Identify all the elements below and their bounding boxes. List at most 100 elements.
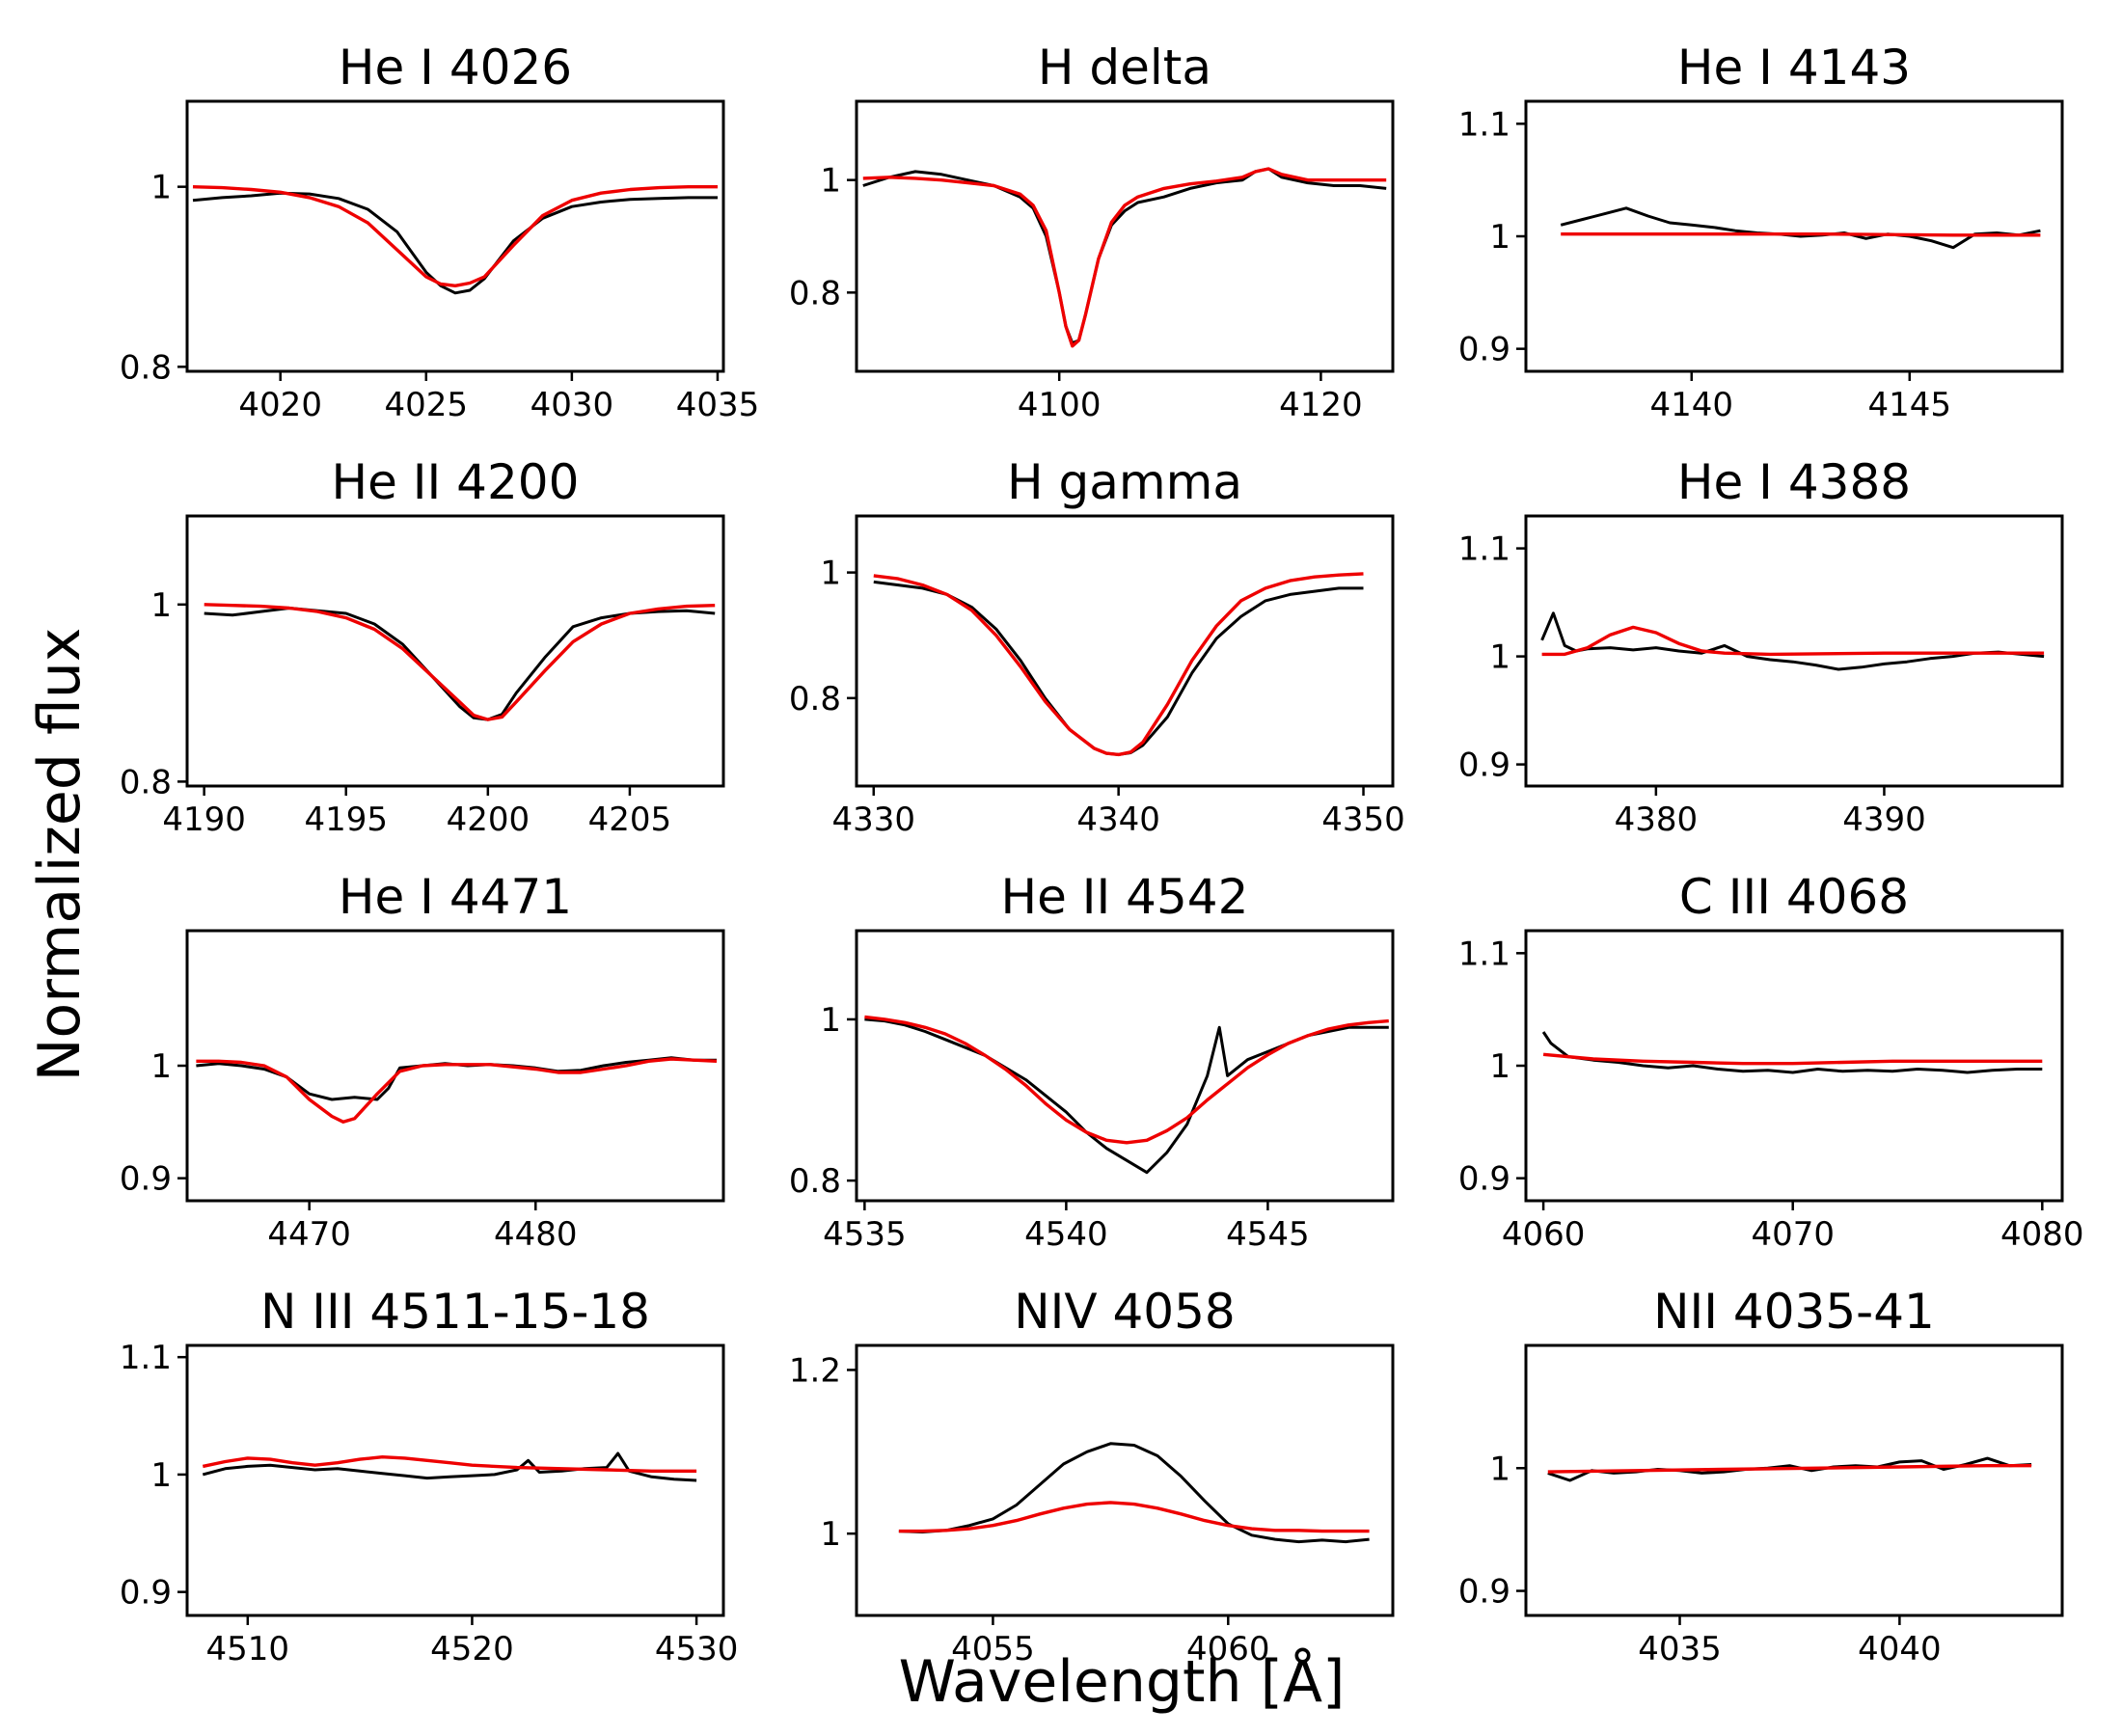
- panel-he-ii-4542: He II 4542 4535 4540 4545 0.8 1: [789, 869, 1395, 1254]
- y-tick-label: 0.8: [789, 680, 841, 719]
- model-spectrum-line: [873, 572, 1364, 757]
- x-tick-label: 4390: [1842, 800, 1926, 839]
- model-spectrum-line: [1561, 232, 2041, 237]
- panel-nii-4035-41: NII 4035-41 4035 4040 0.9 1: [1458, 1284, 2064, 1668]
- model-spectrum-line: [1541, 625, 2045, 657]
- y-axis-title: Normalized flux: [26, 628, 94, 1082]
- y-tick-label: 0.8: [120, 763, 172, 801]
- model-spectrum-line: [898, 1501, 1370, 1533]
- plot-frame: [1524, 1343, 2064, 1617]
- y-tick-label: 1.1: [1458, 105, 1510, 144]
- panel-title: He I 4388: [1677, 454, 1911, 510]
- y-tick-label: 0.8: [789, 1162, 841, 1201]
- y-tick-label: 1: [820, 1515, 841, 1554]
- x-tick-label: 4535: [823, 1215, 907, 1254]
- x-tick-label: 4380: [1615, 800, 1699, 839]
- x-tick-label: 4190: [162, 800, 246, 839]
- x-tick-label: 4060: [1186, 1630, 1270, 1668]
- panel-niv-4058: NIV 4058 4055 4060 1 1.2: [789, 1284, 1395, 1668]
- plot-frame: [185, 99, 725, 373]
- x-tick-label: 4350: [1321, 800, 1405, 839]
- y-tick-label: 1.1: [1458, 935, 1510, 973]
- x-tick-label: 4200: [447, 800, 530, 839]
- x-tick-label: 4520: [430, 1630, 514, 1668]
- model-spectrum-line: [204, 603, 716, 721]
- panel-title: H delta: [1038, 40, 1211, 95]
- observed-spectrum-line: [864, 1017, 1389, 1175]
- panel-title: He I 4143: [1677, 40, 1911, 95]
- y-tick-label: 1: [1489, 638, 1510, 677]
- y-tick-label: 1.1: [1458, 530, 1510, 569]
- y-tick-label: 0.8: [789, 274, 841, 312]
- plot-frame: [855, 1343, 1395, 1617]
- observed-spectrum-line: [192, 191, 718, 295]
- panel-title: H gamma: [1007, 454, 1242, 510]
- y-tick-label: 0.9: [1458, 746, 1510, 785]
- model-spectrum-line: [202, 1455, 697, 1473]
- panel-title: He I 4026: [339, 40, 572, 95]
- x-tick-label: 4510: [206, 1630, 290, 1668]
- panel-h-gamma: H gamma 4330 4340 4350 0.8 1: [789, 454, 1405, 839]
- model-spectrum-line: [196, 1057, 718, 1124]
- model-spectrum-line: [864, 1015, 1389, 1145]
- y-tick-label: 0.9: [120, 1160, 172, 1199]
- y-tick-label: 0.9: [120, 1574, 172, 1613]
- y-tick-label: 1: [150, 1456, 172, 1495]
- x-axis-title: Wavelength [Å]: [899, 1647, 1346, 1716]
- y-tick-label: 1: [820, 1001, 841, 1040]
- x-tick-label: 4030: [530, 386, 614, 424]
- x-tick-label: 4120: [1279, 386, 1363, 424]
- panel-he-i-4388: He I 4388 4380 4390 0.9 1 1.1: [1458, 454, 2064, 839]
- model-spectrum-line: [1547, 1464, 2032, 1474]
- panel-title: He II 4542: [1001, 869, 1249, 925]
- y-tick-label: 1: [1489, 1047, 1510, 1086]
- x-tick-label: 4545: [1226, 1215, 1310, 1254]
- x-tick-label: 4080: [2000, 1215, 2084, 1254]
- y-tick-label: 0.9: [1458, 1160, 1510, 1199]
- model-spectrum-line: [862, 167, 1387, 348]
- y-tick-label: 1: [1489, 1450, 1510, 1488]
- x-tick-label: 4145: [1868, 386, 1952, 424]
- x-tick-label: 4540: [1024, 1215, 1108, 1254]
- panel-h-delta: H delta 4100 4120 0.8 1: [789, 40, 1395, 424]
- y-tick-label: 1: [820, 162, 841, 201]
- x-tick-label: 4070: [1751, 1215, 1835, 1254]
- y-tick-label: 0.9: [1458, 331, 1510, 369]
- panel-title: NIV 4058: [1014, 1284, 1236, 1340]
- x-tick-label: 4055: [951, 1630, 1035, 1668]
- x-tick-label: 4020: [238, 386, 322, 424]
- model-spectrum-line: [192, 185, 718, 287]
- y-tick-label: 1: [150, 1047, 172, 1086]
- panel-grid: He I 4026 4020 4025 4030 4035 0.8 1 H delta 4100…: [120, 40, 2084, 1668]
- x-tick-label: 4140: [1650, 386, 1734, 424]
- x-tick-label: 4330: [832, 800, 916, 839]
- panel-title: He I 4471: [339, 869, 572, 925]
- panel-title: He II 4200: [332, 454, 580, 510]
- plot-frame: [185, 1343, 725, 1617]
- panel-n-iii-4511-15-18: N III 4511-15-18 4510 4520 4530 0.9 1 1.1: [120, 1284, 738, 1668]
- panel-c-iii-4068: C III 4068 4060 4070 4080 0.9 1 1.1: [1458, 869, 2084, 1254]
- observed-spectrum-line: [1560, 206, 2041, 250]
- x-tick-label: 4340: [1076, 800, 1160, 839]
- x-tick-label: 4060: [1502, 1215, 1586, 1254]
- x-tick-label: 4530: [655, 1630, 739, 1668]
- panel-he-i-4471: He I 4471 4470 4480 0.9 1: [120, 869, 725, 1254]
- panel-he-i-4143: He I 4143 4140 4145 0.9 1 1.1: [1458, 40, 2064, 424]
- plot-frame: [185, 514, 725, 788]
- panel-he-ii-4200: He II 4200 4190 4195 4200 4205 0.8 1: [120, 454, 725, 839]
- x-tick-label: 4480: [494, 1215, 578, 1254]
- y-tick-label: 1: [150, 586, 172, 625]
- x-tick-label: 4040: [1858, 1630, 1942, 1668]
- y-tick-label: 1.2: [789, 1351, 841, 1390]
- x-tick-label: 4035: [1638, 1630, 1722, 1668]
- plot-frame: [1524, 514, 2064, 788]
- y-tick-label: 1: [1489, 218, 1510, 257]
- y-tick-label: 1.1: [120, 1339, 172, 1377]
- y-tick-label: 1: [150, 169, 172, 207]
- model-spectrum-line: [1542, 1052, 2043, 1066]
- x-tick-label: 4205: [588, 800, 672, 839]
- plot-frame: [855, 514, 1395, 788]
- panel-title: N III 4511-15-18: [260, 1284, 650, 1340]
- panel-title: NII 4035-41: [1653, 1284, 1935, 1340]
